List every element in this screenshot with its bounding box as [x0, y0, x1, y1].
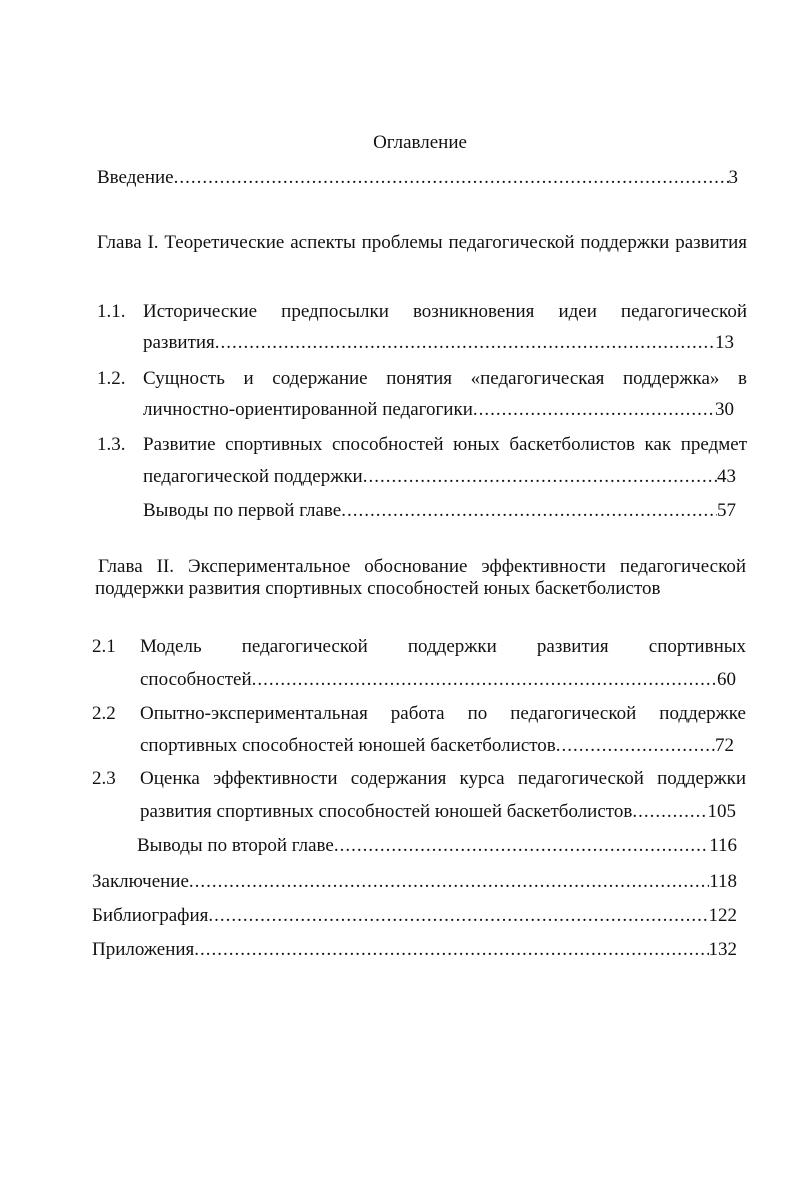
entry-label: способностей: [140, 669, 252, 690]
entry-page: 57: [717, 500, 736, 521]
toc-entry-chapter1-conclusion[interactable]: Выводы по первой главе 57: [143, 500, 736, 522]
entry-label: Введение: [97, 167, 174, 188]
entry-label: личностно-ориентированной педагогики: [143, 399, 473, 420]
section-title[interactable]: Оценка эффективности содержания курса пе…: [140, 768, 746, 789]
section-number: 1.3.: [97, 434, 126, 455]
dot-leader: [334, 835, 709, 857]
entry-page: 3: [728, 167, 739, 188]
toc-title: Оглавление: [373, 132, 467, 153]
dot-leader: [473, 399, 715, 421]
section-title[interactable]: Модель педагогической поддержки развития…: [140, 636, 746, 657]
toc-entry-1-2[interactable]: личностно-ориентированной педагогики 30: [143, 399, 734, 421]
section-title[interactable]: Сущность и содержание понятия «педагогич…: [143, 368, 747, 389]
entry-page: 116: [709, 835, 737, 856]
toc-entry-1-3[interactable]: педагогической поддержки 43: [143, 466, 736, 488]
entry-label: Выводы по первой главе: [143, 500, 342, 521]
toc-entry-appendices[interactable]: Приложения 132: [92, 939, 737, 961]
entry-label: Приложения: [92, 939, 195, 960]
entry-label: спортивных способностей юношей баскетбол…: [140, 735, 556, 756]
toc-entry-2-1[interactable]: способностей 60: [140, 669, 736, 691]
entry-page: 43: [717, 466, 736, 487]
entry-label: развития спортивных способностей юношей …: [140, 801, 633, 822]
dot-leader: [174, 167, 729, 189]
dot-leader: [341, 500, 717, 522]
section-title[interactable]: Исторические предпосылки возникновения и…: [143, 301, 747, 322]
section-number: 2.2: [92, 703, 116, 724]
toc-entry-bibliography[interactable]: Библиография 122: [92, 905, 737, 927]
chapter2-heading-line2[interactable]: поддержки развития спортивных способност…: [95, 578, 661, 599]
toc-entry-2-2[interactable]: спортивных способностей юношей баскетбол…: [140, 735, 734, 757]
dot-leader: [194, 939, 708, 961]
entry-label: педагогической поддержки: [143, 466, 363, 487]
entry-page: 30: [715, 399, 734, 420]
dot-leader: [215, 332, 715, 354]
toc-entry-conclusion[interactable]: Заключение 118: [92, 871, 737, 893]
entry-page: 60: [717, 669, 736, 690]
toc-entry-chapter2-conclusion[interactable]: Выводы по второй главе 116: [137, 835, 737, 857]
chapter1-heading[interactable]: Глава I. Теоретические аспекты проблемы …: [97, 232, 747, 253]
entry-page: 13: [715, 332, 734, 353]
toc-entry-intro[interactable]: Введение 3: [97, 167, 738, 189]
toc-entry-2-3[interactable]: развития спортивных способностей юношей …: [140, 801, 736, 823]
entry-page: 105: [707, 801, 737, 822]
entry-label: Выводы по второй главе: [137, 835, 334, 856]
dot-leader: [252, 669, 717, 691]
entry-page: 118: [709, 871, 737, 892]
toc-entry-1-1[interactable]: развития 13: [143, 332, 734, 354]
dot-leader: [363, 466, 717, 488]
entry-label: Заключение: [92, 871, 189, 892]
entry-page: 72: [715, 735, 734, 756]
section-number: 1.2.: [97, 368, 126, 389]
entry-page: 122: [708, 905, 738, 926]
section-number: 2.3: [92, 768, 116, 789]
section-number: 1.1.: [97, 301, 126, 322]
entry-label: Библиография: [92, 905, 209, 926]
dot-leader: [208, 905, 708, 927]
dot-leader: [632, 801, 707, 823]
dot-leader: [189, 871, 709, 893]
section-title[interactable]: Развитие спортивных способностей юных ба…: [143, 434, 747, 455]
section-title[interactable]: Опытно-экспериментальная работа по педаг…: [140, 703, 746, 724]
dot-leader: [556, 735, 715, 757]
section-number: 2.1: [92, 636, 116, 657]
chapter2-heading-line1[interactable]: Глава II. Экспериментальное обоснование …: [98, 556, 746, 577]
entry-page: 132: [708, 939, 738, 960]
entry-label: развития: [143, 332, 215, 353]
